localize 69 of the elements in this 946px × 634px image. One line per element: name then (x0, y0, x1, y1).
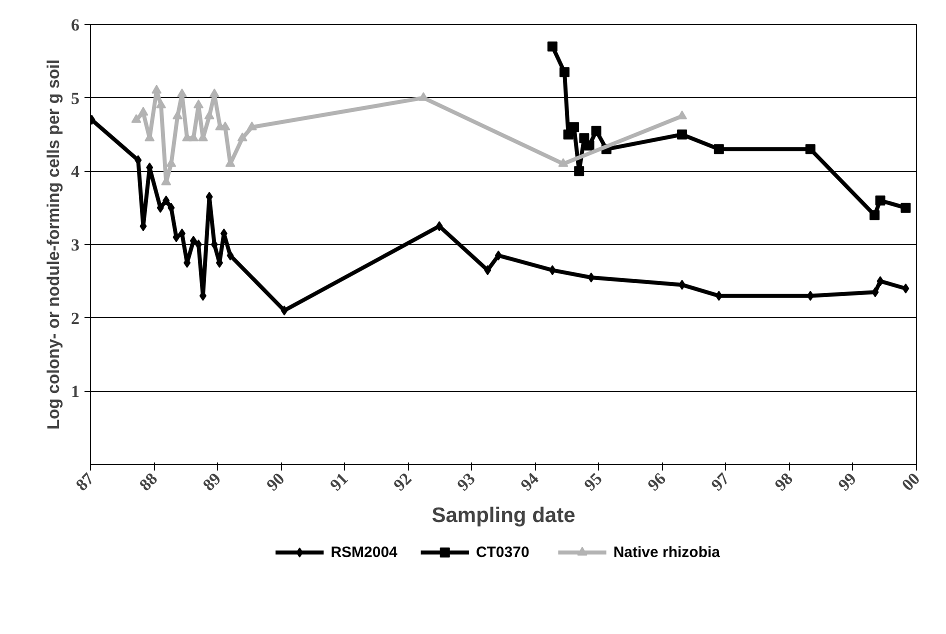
point (168, 202, 175, 213)
point (547, 42, 558, 52)
y-tick-label: 2 (71, 308, 80, 328)
x-tick-label: 89 (199, 469, 225, 495)
point (584, 140, 594, 150)
x-tick-label: 94 (516, 468, 543, 495)
y-tick-label: 4 (71, 162, 80, 182)
point (484, 265, 492, 276)
point (872, 287, 879, 298)
point (190, 236, 197, 246)
point (209, 88, 220, 98)
x-tick-label: 90 (262, 469, 288, 495)
point (902, 284, 910, 294)
point (805, 144, 816, 154)
legend-label: CT0370 (476, 544, 530, 561)
point (220, 121, 230, 130)
point (715, 290, 722, 301)
point (156, 99, 166, 108)
point (172, 232, 180, 242)
point (436, 221, 443, 232)
y-tick-label: 5 (71, 88, 80, 108)
x-tick-label: 91 (326, 469, 352, 495)
point (418, 92, 428, 101)
x-tick-label: 88 (136, 469, 162, 495)
y-tick-label: 6 (71, 16, 80, 34)
point (152, 84, 162, 94)
x-tick-label: 97 (708, 468, 734, 495)
x-tick-label: 93 (453, 469, 479, 495)
point (494, 250, 502, 260)
point (806, 290, 814, 301)
y-tick-label: 3 (71, 236, 80, 254)
legend-label: RSM2004 (330, 544, 398, 561)
point (588, 272, 595, 282)
x-tick-label: 99 (834, 469, 860, 495)
point (569, 122, 580, 132)
x-tick-label: 98 (771, 469, 796, 495)
x-tick-label: 87 (72, 468, 98, 495)
point (280, 306, 288, 316)
point (876, 276, 884, 286)
point (574, 166, 584, 176)
x-axis-title: Sampling date (432, 504, 576, 528)
point (131, 114, 142, 123)
point (138, 106, 148, 116)
point (204, 110, 214, 120)
y-axis-title: Log colony- or nodule-forming cells per g soil (44, 59, 63, 430)
point (678, 280, 686, 290)
point (870, 210, 880, 220)
y-tick-label: 1 (71, 382, 80, 402)
point (156, 202, 164, 213)
x-tick-label: 96 (644, 469, 670, 495)
point (176, 88, 187, 98)
x-tick-label: 92 (390, 469, 416, 495)
point (178, 228, 186, 238)
point (559, 67, 570, 78)
point (237, 132, 248, 142)
point (591, 126, 602, 136)
point (900, 202, 911, 213)
x-tick-label: 00 (898, 469, 924, 495)
point (226, 250, 234, 260)
point (875, 196, 886, 206)
point (558, 158, 568, 167)
point (246, 121, 257, 130)
x-tick-label: 95 (580, 469, 606, 495)
legend-label: Native rhizobia (613, 544, 721, 561)
point (194, 99, 204, 108)
point (162, 196, 170, 206)
point (548, 265, 556, 276)
point (714, 144, 724, 154)
point (677, 130, 688, 140)
